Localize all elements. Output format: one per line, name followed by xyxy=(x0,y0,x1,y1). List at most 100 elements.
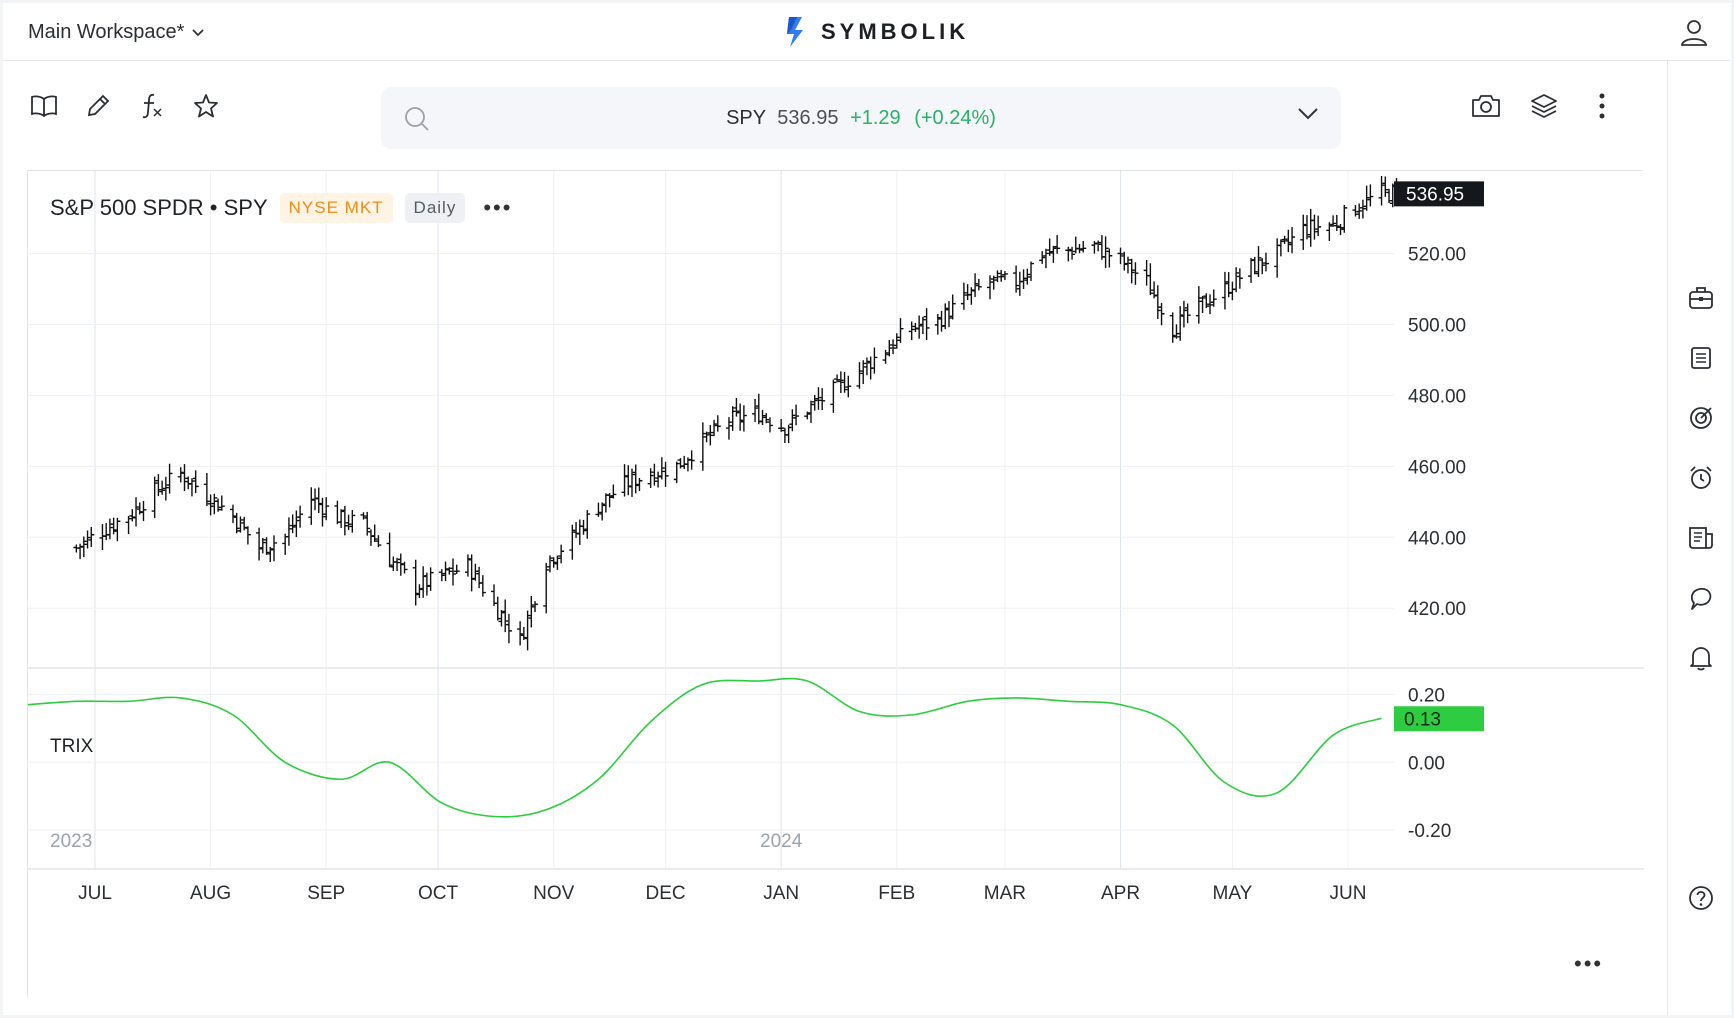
ohlc-bar xyxy=(166,463,173,494)
ohlc-bar xyxy=(1285,229,1292,253)
ohlc-bar xyxy=(1210,289,1217,307)
chart-canvas[interactable]: JUL AUG SEP OCT NOV DEC JAN FEB MAR APR MAY JUN 2023… xyxy=(28,171,1644,999)
ohlc-bar xyxy=(371,524,378,542)
ohlc-bar xyxy=(1054,235,1061,254)
ohlc-bar xyxy=(1076,243,1083,254)
ohlc-bar xyxy=(759,409,766,426)
trix-line xyxy=(28,677,1382,818)
ohlc-bar xyxy=(554,555,561,570)
alarm-icon[interactable] xyxy=(1688,465,1714,491)
ohlc-bar xyxy=(785,424,792,444)
user-icon[interactable] xyxy=(1679,17,1709,52)
ohlc-bar xyxy=(815,387,822,410)
ohlc-bar xyxy=(945,301,952,328)
ohlc-bar xyxy=(543,562,550,614)
ohlc-bar xyxy=(893,333,900,349)
ohlc-bar xyxy=(159,480,166,495)
ohlc-bar xyxy=(1367,184,1374,207)
ohlc-bar xyxy=(558,544,565,564)
ohlc-bar xyxy=(1195,286,1202,324)
ohlc-bar xyxy=(80,536,87,558)
ohlc-bar xyxy=(505,613,512,644)
y-tick-label: 440.00 xyxy=(1408,528,1466,549)
ohlc-bar xyxy=(975,279,982,291)
ohlc-bar xyxy=(524,610,531,651)
ohlc-bar xyxy=(360,512,367,520)
book-icon[interactable] xyxy=(29,91,59,121)
ohlc-bar xyxy=(1330,215,1337,227)
indicator-tick-label: -0.20 xyxy=(1408,821,1451,842)
ohlc-bar xyxy=(886,339,893,357)
axis-menu-button[interactable]: ••• xyxy=(1574,951,1604,976)
workspace-name: Main Workspace* xyxy=(28,21,185,43)
ohlc-bar xyxy=(688,450,695,470)
ohlc-bar xyxy=(1315,215,1322,236)
bell-icon[interactable] xyxy=(1688,645,1714,671)
ohlc-bar xyxy=(1106,248,1113,268)
camera-icon[interactable] xyxy=(1471,91,1501,121)
ohlc-bar xyxy=(1117,247,1124,265)
ohlc-bar xyxy=(133,497,140,527)
ohlc-bar xyxy=(1199,295,1206,314)
ohlc-bar xyxy=(446,567,453,575)
ohlc-bar xyxy=(341,506,348,536)
ohlc-bar xyxy=(703,431,710,443)
ohlc-bar xyxy=(1154,285,1161,319)
ohlc-bar xyxy=(863,357,870,376)
chevron-down-icon[interactable] xyxy=(1297,107,1319,121)
ohlc-bar xyxy=(632,464,639,494)
chat-icon[interactable] xyxy=(1688,585,1714,611)
ohlc-bar xyxy=(763,413,770,424)
ohlc-bar xyxy=(517,621,524,646)
pencil-icon[interactable] xyxy=(83,91,113,121)
ohlc-bar xyxy=(125,516,132,534)
chart-menu-button[interactable]: ••• xyxy=(483,195,513,220)
ohlc-bar xyxy=(871,347,878,374)
ohlc-bar xyxy=(338,509,345,529)
ohlc-bar xyxy=(1013,265,1020,293)
ohlc-bar xyxy=(345,514,352,531)
indicator-last-label: 0.13 xyxy=(1404,709,1441,730)
ohlc-bar xyxy=(1180,300,1187,328)
list-icon[interactable] xyxy=(1688,345,1714,371)
ohlc-bar xyxy=(1341,204,1348,233)
brand-name: SYMBOLIK xyxy=(821,19,970,44)
ohlc-bar xyxy=(655,471,662,488)
interval-badge[interactable]: Daily xyxy=(404,193,466,223)
top-bar: Main Workspace* SYMBOLIK xyxy=(3,3,1731,61)
last-price-label: 536.95 xyxy=(1406,184,1464,205)
target-icon[interactable] xyxy=(1688,405,1714,431)
ohlc-bar xyxy=(453,564,460,575)
x-tick-label: MAY xyxy=(1213,883,1253,904)
symbol-search[interactable]: SPY 536.95 +1.29 (+0.24%) xyxy=(381,87,1341,149)
ohlc-bar xyxy=(819,388,826,411)
ohlc-bar xyxy=(293,510,300,537)
news-icon[interactable] xyxy=(1688,525,1714,551)
instrument-title: S&P 500 SPDR • SPY xyxy=(50,195,268,220)
ohlc-bar xyxy=(1259,258,1266,275)
star-icon[interactable] xyxy=(191,91,221,121)
help-icon[interactable] xyxy=(1688,885,1714,911)
ohlc-bar xyxy=(733,398,740,417)
ohlc-bar xyxy=(673,461,680,484)
ohlc-bar xyxy=(1173,324,1180,339)
more-vertical-icon[interactable] xyxy=(1587,91,1617,121)
workspace-selector[interactable]: Main Workspace* xyxy=(28,21,204,44)
ohlc-bar xyxy=(1128,258,1135,284)
briefcase-icon[interactable] xyxy=(1688,285,1714,311)
x-tick-label: APR xyxy=(1101,883,1140,904)
ohlc-bar xyxy=(1300,214,1307,250)
function-icon[interactable] xyxy=(137,91,167,121)
layers-icon[interactable] xyxy=(1529,91,1559,121)
ohlc-bar xyxy=(423,572,430,596)
ohlc-bar xyxy=(919,316,926,334)
ohlc-bar xyxy=(1382,176,1389,197)
ohlc-bar xyxy=(1001,271,1008,281)
ohlc-bar xyxy=(520,627,527,640)
chart-panel[interactable]: JUL AUG SEP OCT NOV DEC JAN FEB MAR APR MAY JUN 2023… xyxy=(27,170,1644,999)
ohlc-bar xyxy=(658,457,665,480)
ohlc-bar xyxy=(468,554,475,592)
ohlc-bar xyxy=(177,467,184,483)
ohlc-bar xyxy=(595,502,602,517)
ohlc-bar xyxy=(546,555,553,573)
